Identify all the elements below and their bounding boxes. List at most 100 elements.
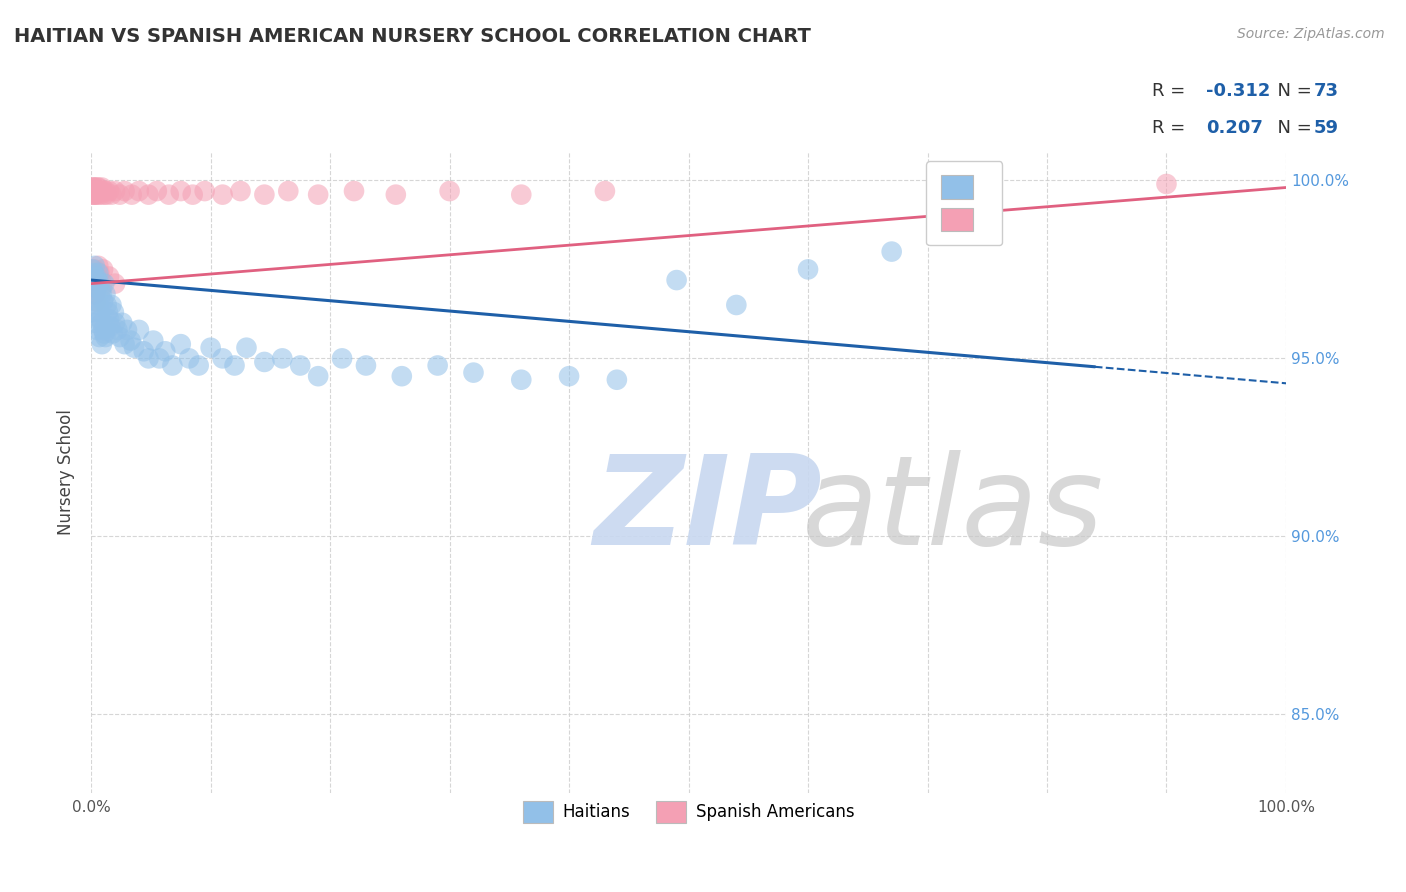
Point	[83, 184, 105, 198]
Point	[229, 184, 252, 198]
Point	[107, 323, 129, 337]
Point	[354, 359, 377, 373]
Point	[391, 369, 413, 384]
Point	[90, 316, 112, 330]
Point	[86, 280, 108, 294]
Point	[277, 184, 299, 198]
Point	[87, 266, 110, 280]
Text: ZIP: ZIP	[593, 450, 821, 571]
Point	[162, 359, 184, 373]
Point	[84, 187, 107, 202]
Point	[87, 259, 110, 273]
Point	[83, 266, 105, 280]
Point	[138, 351, 160, 366]
Point	[83, 259, 105, 273]
Text: Source: ZipAtlas.com: Source: ZipAtlas.com	[1237, 27, 1385, 41]
Point	[114, 184, 136, 198]
Point	[86, 273, 108, 287]
Point	[89, 330, 111, 344]
Point	[510, 187, 533, 202]
Point	[797, 262, 820, 277]
Point	[98, 184, 121, 198]
Point	[90, 180, 112, 194]
Point	[83, 184, 105, 198]
Point	[83, 280, 105, 294]
Point	[86, 277, 108, 291]
Point	[146, 184, 169, 198]
Point	[93, 277, 115, 291]
Point	[89, 266, 111, 280]
Point	[96, 187, 118, 202]
Point	[100, 298, 122, 312]
Point	[211, 187, 233, 202]
Point	[91, 323, 114, 337]
Point	[82, 180, 104, 194]
Point	[93, 326, 115, 341]
Point	[343, 184, 366, 198]
Point	[90, 273, 112, 287]
Point	[90, 284, 112, 298]
Point	[114, 337, 136, 351]
Point	[96, 298, 118, 312]
Y-axis label: Nursery School: Nursery School	[58, 409, 75, 535]
Point	[111, 316, 134, 330]
Point	[91, 294, 114, 309]
Point	[83, 187, 105, 202]
Point	[187, 359, 209, 373]
Point	[200, 341, 222, 355]
Point	[90, 312, 112, 326]
Point	[104, 316, 127, 330]
Point	[84, 184, 107, 198]
Point	[101, 326, 124, 341]
Point	[91, 184, 114, 198]
Point	[510, 373, 533, 387]
Point	[84, 287, 107, 301]
Point	[593, 184, 616, 198]
Point	[86, 323, 108, 337]
Text: HAITIAN VS SPANISH AMERICAN NURSERY SCHOOL CORRELATION CHART: HAITIAN VS SPANISH AMERICAN NURSERY SCHO…	[14, 27, 811, 45]
Point	[89, 277, 111, 291]
Point	[89, 305, 111, 319]
Point	[83, 262, 105, 277]
Point	[194, 184, 217, 198]
Point	[211, 351, 233, 366]
Point	[87, 298, 110, 312]
Point	[138, 187, 160, 202]
Point	[181, 187, 204, 202]
Point	[558, 369, 581, 384]
Point	[82, 184, 104, 198]
Point	[148, 351, 170, 366]
Point	[307, 369, 329, 384]
Text: N =: N =	[1265, 82, 1317, 100]
Point	[83, 316, 105, 330]
Point	[155, 344, 177, 359]
Point	[86, 294, 108, 309]
Text: -0.312: -0.312	[1206, 82, 1271, 100]
Point	[94, 287, 117, 301]
Point	[880, 244, 903, 259]
Point	[128, 323, 150, 337]
Point	[271, 351, 294, 366]
Text: N =: N =	[1265, 119, 1317, 136]
Point	[115, 323, 138, 337]
Point	[170, 184, 193, 198]
Point	[87, 187, 110, 202]
Point	[157, 187, 180, 202]
Point	[122, 341, 145, 355]
Point	[725, 298, 748, 312]
Point	[98, 319, 121, 334]
Point	[104, 277, 127, 291]
Point	[142, 334, 165, 348]
Point	[93, 187, 115, 202]
Point	[87, 180, 110, 194]
Point	[170, 337, 193, 351]
Point	[91, 262, 114, 277]
Point	[84, 294, 107, 309]
Point	[90, 287, 112, 301]
Point	[94, 330, 117, 344]
Point	[1156, 177, 1178, 191]
Point	[179, 351, 201, 366]
Point	[665, 273, 688, 287]
Point	[94, 184, 117, 198]
Point	[82, 262, 104, 277]
